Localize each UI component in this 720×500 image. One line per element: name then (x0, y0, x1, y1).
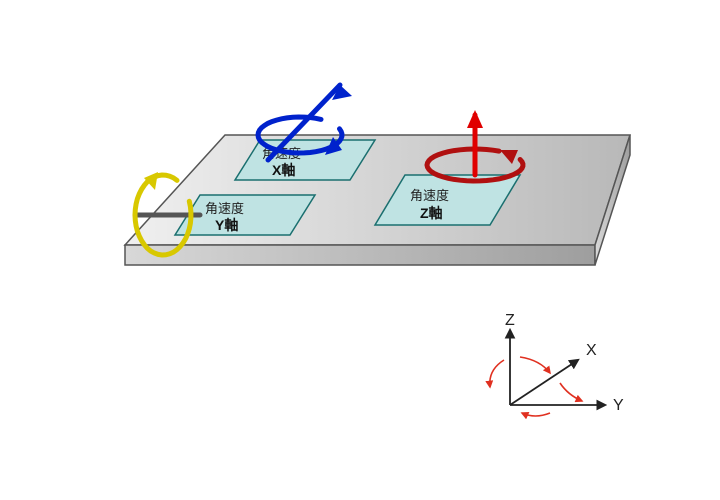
axis-z-label: Z (505, 312, 515, 329)
gyroscope-diagram: 角速度X軸角速度Y軸角速度Z軸 ZXY (0, 0, 720, 500)
chip-x-label-bottom: X軸 (272, 162, 295, 178)
ref-small-arrow-0 (490, 360, 504, 387)
chip-z-label-bottom: Z軸 (420, 205, 443, 221)
ref-small-arrow-3 (522, 413, 550, 416)
chip-x-surface (235, 140, 375, 180)
chip-y-label-top: 角速度 (205, 201, 244, 216)
board-front (125, 245, 595, 265)
chip-z-label-top: 角速度 (410, 188, 449, 203)
reference-axes: Z X Y (490, 312, 624, 416)
axis-x-label: X (586, 342, 597, 359)
axis-y-label: Y (613, 397, 624, 414)
rotation-z-axis-arrow (467, 110, 483, 128)
ref-small-arrow-2 (560, 383, 582, 401)
ref-small-arrow-1 (520, 357, 550, 373)
chip-y-label-bottom: Y軸 (215, 217, 238, 233)
chip-x: 角速度X軸 (235, 140, 375, 180)
